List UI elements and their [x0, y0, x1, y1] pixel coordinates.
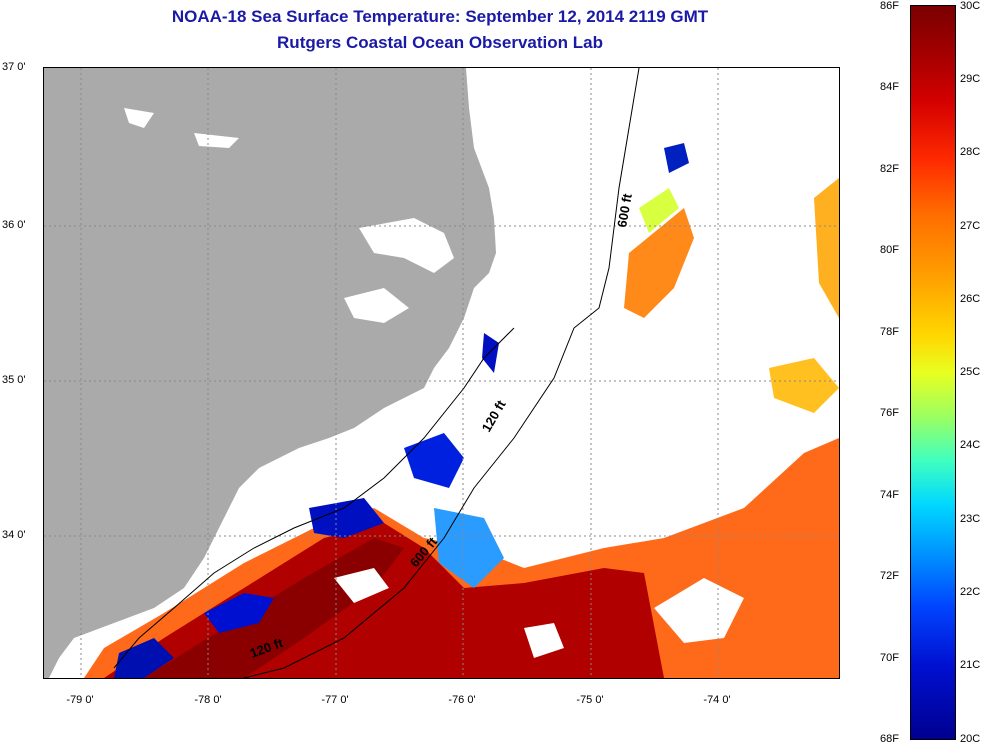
isobath-120ft-contour — [113, 327, 515, 669]
colorbar-c-30: 30C — [960, 0, 981, 12]
contour-label-120-mid: 120 ft — [479, 397, 509, 434]
colorbar-c-23: 23C — [960, 513, 981, 525]
map-subtitle: Rutgers Coastal Ocean Observation Lab — [277, 33, 603, 52]
sst-map-canvas: 600 ft 120 ft 600 ft 120 ft — [44, 68, 839, 678]
cool-specks-ne — [664, 143, 689, 173]
colorbar-f-72: 72F — [880, 570, 899, 582]
cloud-patch-3 — [334, 568, 389, 603]
lon-label-77: -77 0' — [321, 694, 349, 706]
colorbar-c-20: 20C — [960, 733, 981, 745]
land-mass — [44, 68, 496, 678]
dark-red-band — [144, 538, 404, 678]
inland-water-3 — [124, 108, 154, 128]
lon-label-78: -78 0' — [194, 694, 222, 706]
colorbar-f-82: 82F — [880, 163, 899, 175]
contour-label-600-north: 600 ft — [614, 192, 635, 229]
inland-water-4 — [194, 133, 239, 148]
colorbar-f-80: 80F — [880, 244, 899, 256]
colorbar-c-25: 25C — [960, 366, 981, 378]
sst-map: 600 ft 120 ft 600 ft 120 ft — [43, 67, 840, 679]
colorbar-c-21: 21C — [960, 659, 981, 671]
lon-label-75: -75 0' — [576, 694, 604, 706]
cloud-patch-1 — [524, 623, 564, 658]
warm-patch-ne-1 — [624, 208, 694, 318]
colorbar-c-27: 27C — [960, 220, 981, 232]
colorbar-f-84: 84F — [880, 81, 899, 93]
inland-water-2 — [344, 288, 409, 323]
lat-label-34: 34 0' — [2, 529, 26, 541]
isobath-600ft-contour — [243, 68, 640, 678]
colorbar-c-28: 28C — [960, 146, 981, 158]
lon-label-74: -74 0' — [703, 694, 731, 706]
inland-water-1 — [359, 218, 454, 273]
lon-label-79: -79 0' — [66, 694, 94, 706]
colorbar-f-86: 86F — [880, 0, 899, 12]
cool-patch-5 — [114, 638, 174, 678]
warm-patch-ne-2 — [639, 188, 679, 233]
colorbar-f-76: 76F — [880, 407, 899, 419]
colorbar-f-70: 70F — [880, 652, 899, 664]
lat-label-35: 35 0' — [2, 374, 26, 386]
graticule — [44, 68, 839, 678]
temperature-colorbar — [910, 5, 956, 740]
map-title: NOAA-18 Sea Surface Temperature: Septemb… — [171, 7, 709, 26]
cool-patch-1 — [204, 593, 274, 633]
colorbar-f-68: 68F — [880, 733, 899, 745]
colorbar-c-29: 29C — [960, 73, 981, 85]
cool-patch-3 — [434, 508, 504, 588]
lon-label-76: -76 0' — [448, 694, 476, 706]
colorbar-c-24: 24C — [960, 439, 981, 451]
cloud-patch-2 — [654, 578, 744, 643]
colorbar-c-26: 26C — [960, 293, 981, 305]
colorbar-f-74: 74F — [880, 489, 899, 501]
warm-patch-e-2 — [769, 358, 839, 413]
warm-patch-e-1 — [814, 178, 839, 318]
colorbar-c-22: 22C — [960, 586, 981, 598]
lat-label-36: 36 0' — [2, 219, 26, 231]
lat-label-37: 37 0' — [2, 61, 26, 73]
cool-patch-2 — [404, 433, 464, 488]
colorbar-f-78: 78F — [880, 326, 899, 338]
cool-patch-4 — [309, 498, 384, 538]
cool-patch-6 — [482, 333, 499, 373]
